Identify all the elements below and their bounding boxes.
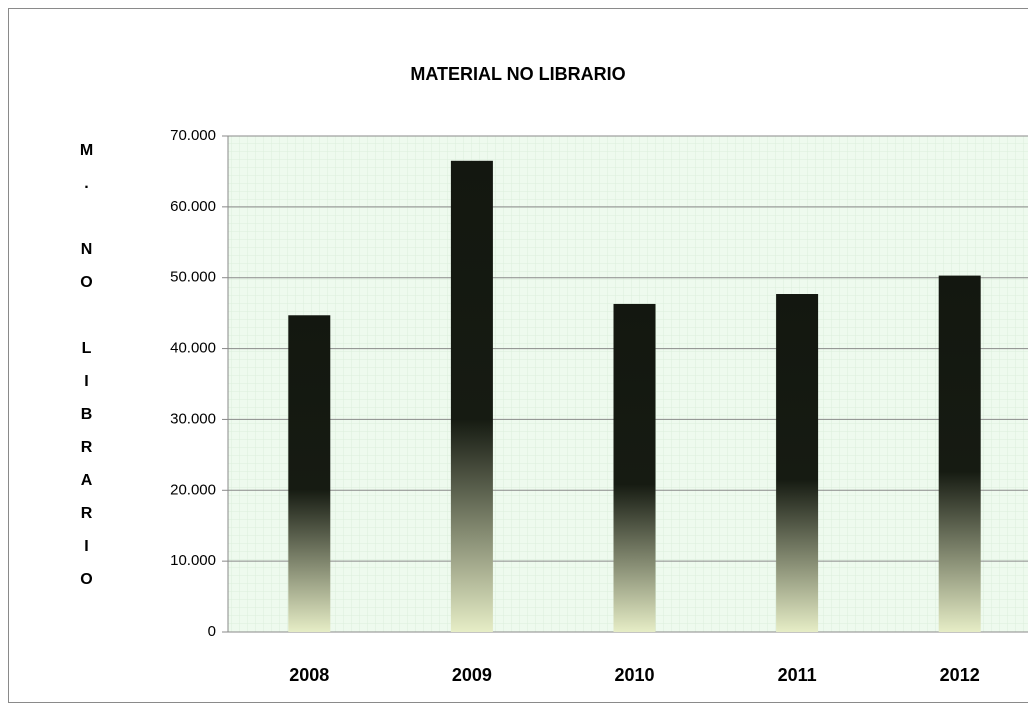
y-axis-label: M. NO LIBRARIO <box>78 142 95 604</box>
x-tick-label: 2011 <box>778 665 817 685</box>
y-tick-label: 60.000 <box>170 198 216 215</box>
bar <box>450 160 493 633</box>
bar <box>613 303 656 632</box>
bar <box>938 275 981 632</box>
chart-title: MATERIAL NO LIBRARIO <box>410 64 625 84</box>
x-tick-label: 2009 <box>452 665 492 685</box>
y-tick-label: 0 <box>208 623 216 640</box>
y-tick-label: 10.000 <box>170 552 216 569</box>
x-tick-label: 2010 <box>614 665 654 685</box>
x-tick-label: 2012 <box>940 665 980 685</box>
x-tick-label: 2008 <box>289 665 329 685</box>
bar <box>776 294 819 632</box>
y-tick-label: 20.000 <box>170 481 216 498</box>
y-tick-label: 40.000 <box>170 340 216 357</box>
y-tick-label: 30.000 <box>170 410 216 427</box>
y-tick-label: 50.000 <box>170 269 216 286</box>
y-tick-label: 70.000 <box>170 127 216 144</box>
bar <box>288 315 331 632</box>
